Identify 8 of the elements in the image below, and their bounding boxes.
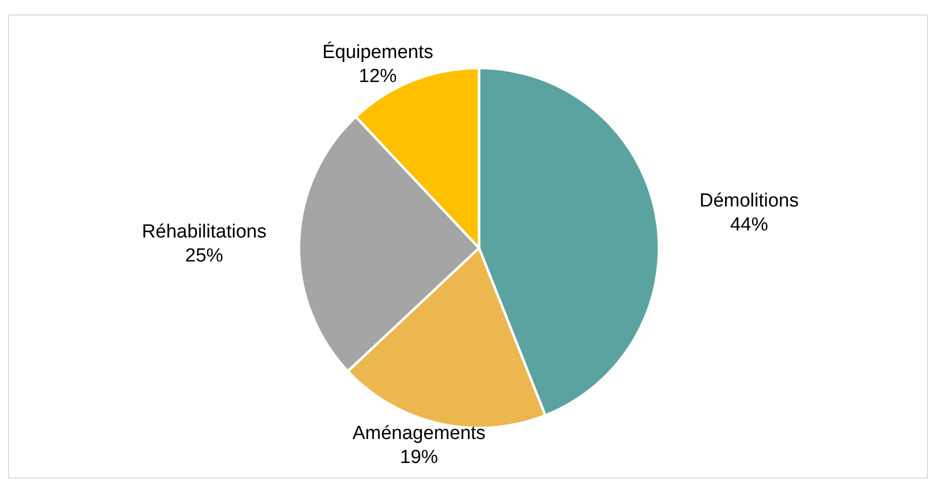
slice-label: Réhabilitations	[142, 222, 266, 243]
data-label: 12%	[358, 66, 397, 88]
data-label: 19%	[400, 447, 438, 468]
slice-label: Équipements	[322, 41, 434, 64]
slice-label: Démolitions	[699, 190, 799, 212]
slice-label: Aménagements	[352, 423, 486, 444]
data-label: 25%	[185, 246, 224, 267]
data-label: 44%	[730, 214, 768, 236]
